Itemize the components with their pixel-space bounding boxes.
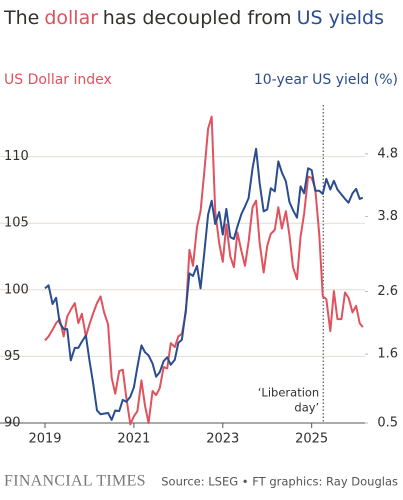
chart-title: The dollar has decoupled from US yields [3,7,384,29]
x-tick-label: 2025 [295,432,328,447]
axis-title: US Dollar index [4,72,112,88]
series-line [44,115,364,426]
title-part: US yields [297,7,384,29]
axis-title: 10-year US yield (%) [254,72,398,88]
x-tick-label: 2023 [206,432,239,447]
title-part: dollar [44,7,98,29]
y2-tick-label: 4.8 [377,146,398,161]
annotation-text: day’ [294,401,319,415]
y2-tick-label: 3.8 [377,209,398,224]
title-part: The [3,7,39,29]
y2-tick-label: 2.6 [377,284,398,299]
x-tick-label: 2019 [28,432,61,447]
brand: FINANCIAL TIMES [4,473,146,490]
source: Source: LSEG • FT graphics: Ray Douglas [161,475,398,489]
y2-tick-label: 1.6 [377,347,398,362]
y-tick-label: 105 [4,216,29,231]
x-tick-label: 2021 [117,432,150,447]
y-tick-label: 110 [4,149,29,164]
y-tick-label: 95 [4,349,21,364]
annotation-text: ‘Liberation [258,386,319,400]
title-part: has decoupled from [103,7,292,29]
y-tick-label: 100 [4,282,29,297]
series-line [44,147,364,421]
y2-tick-label: 0.5 [377,416,398,431]
y-tick-label: 90 [4,416,21,431]
